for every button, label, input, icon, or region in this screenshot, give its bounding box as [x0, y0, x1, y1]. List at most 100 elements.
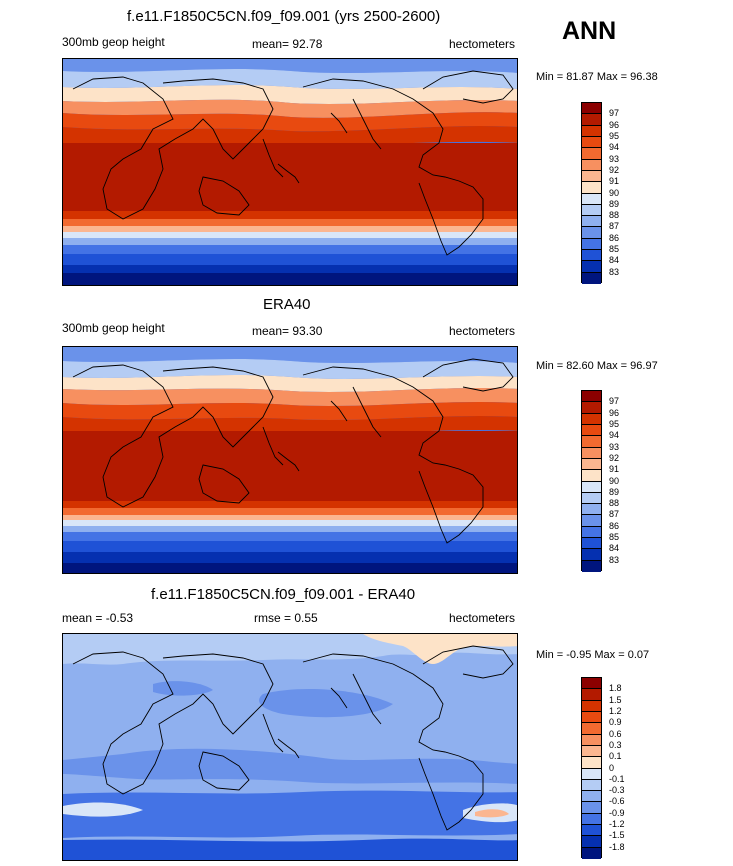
- panel2-colorbar-box: [582, 458, 601, 471]
- panel1-colorbar-tick-label: 97: [609, 108, 620, 119]
- panel3-colorbar-tick-label: 0.1: [609, 751, 622, 762]
- panel3-colorbar-box: [582, 847, 601, 859]
- panel3-colorbar-tick-label: 0.6: [609, 728, 622, 739]
- panel2-colorbar-box: [582, 560, 601, 572]
- panel1-colorbar-box: [582, 148, 601, 160]
- panel1-title: f.e11.F1850C5CN.f09_f09.001 (yrs 2500-26…: [127, 8, 441, 25]
- panel1-colorbar-box: [582, 182, 601, 194]
- panel1-colorbar-tick-label: 96: [609, 119, 620, 130]
- panel1-colorbar-tick-label: 93: [609, 153, 620, 164]
- panel1-colorbar-box: [582, 103, 601, 115]
- panel2-units-label: hectometers: [449, 324, 516, 338]
- panel2-colorbar-tick-label: 83: [609, 554, 620, 565]
- panel1-colorbar-box: [582, 272, 601, 284]
- panel2-colorbar-tick-label: 93: [609, 441, 620, 452]
- panel2-map: [62, 346, 518, 574]
- panel3-colorbar-box: [582, 779, 601, 792]
- panel3-colorbar-box: [582, 791, 601, 803]
- panel3-colorbar-tick-label: 0.9: [609, 717, 622, 728]
- panel3-colorbar-tick-label: -1.2: [609, 819, 625, 830]
- panel2-colorbar-box: [582, 470, 601, 482]
- panel3-colorbar-box: [582, 802, 601, 814]
- panel3-colorbar-box: [582, 711, 601, 724]
- panel2-colorbar-box: [582, 391, 601, 403]
- panel1-colorbar-tick-label: 89: [609, 198, 620, 209]
- panel1-colorbar-box: [582, 204, 601, 217]
- panel2-colorbar-box: [582, 526, 601, 539]
- panel1-colorbar-box: [582, 170, 601, 183]
- panel1-variable-label: 300mb geop height: [62, 35, 165, 49]
- panel3-colorbar-tick-label: 0.3: [609, 739, 622, 750]
- panel2-colorbar-tick-label: 92: [609, 452, 620, 463]
- panel1-mean-label: mean= 92.78: [252, 37, 323, 51]
- panel3-units-label: hectometers: [449, 611, 516, 625]
- panel1-colorbar-tick-label: 95: [609, 130, 620, 141]
- panel3-colorbar-tick-label: -0.1: [609, 773, 625, 784]
- panel2-colorbar-box: [582, 424, 601, 437]
- panel3-colorbar-tick-label: -0.6: [609, 796, 625, 807]
- panel1-colorbar-box: [582, 216, 601, 228]
- panel1-colorbar-tick-label: 84: [609, 255, 620, 266]
- panel2-colorbar-box: [582, 504, 601, 516]
- panel1-contour-field: [63, 59, 517, 285]
- panel3-colorbar-box: [582, 678, 601, 690]
- panel3-colorbar-box: [582, 757, 601, 769]
- panel1-map: [62, 58, 518, 286]
- panel3-colorbar-tick-label: 1.8: [609, 683, 622, 694]
- panel1-colorbar-box: [582, 193, 601, 205]
- panel2-contour-field: [63, 347, 517, 573]
- panel2-colorbar-box: [582, 538, 601, 550]
- panel3-colorbar-box: [582, 836, 601, 848]
- panel2-colorbar-tick-label: 97: [609, 396, 620, 407]
- panel1-colorbar-tick-label: 91: [609, 176, 620, 187]
- panel1-colorbar-box: [582, 125, 601, 137]
- panel3-colorbar-tick-label: 1.5: [609, 694, 622, 705]
- panel2-colorbar-tick-label: 85: [609, 532, 620, 543]
- panel3-colorbar-box: [582, 768, 601, 780]
- panel3-colorbar-box: [582, 700, 601, 712]
- panel1-colorbar-box: [582, 238, 601, 251]
- panel2-minmax-label: Min = 82.60 Max = 96.97: [536, 360, 658, 372]
- panel3-colorbar: [581, 677, 602, 859]
- panel2-colorbar-tick-label: 95: [609, 418, 620, 429]
- panel1-colorbar-box: [582, 261, 601, 273]
- panel1-colorbar-tick-label: 85: [609, 244, 620, 255]
- panel2-colorbar-tick-label: 91: [609, 464, 620, 475]
- panel3-colorbar-tick-label: -1.8: [609, 841, 625, 852]
- panel2-colorbar-box: [582, 436, 601, 448]
- panel3-contour-field: [63, 634, 517, 860]
- panel2-colorbar-tick-label: 84: [609, 543, 620, 554]
- panel3-mean-label: mean = -0.53: [62, 611, 134, 625]
- panel2-variable-label: 300mb geop height: [62, 321, 165, 335]
- panel2-colorbar: [581, 390, 602, 572]
- panel1-colorbar-tick-label: 87: [609, 221, 620, 232]
- panel3-colorbar-box: [582, 689, 601, 701]
- panel1-colorbar-tick-label: 83: [609, 266, 620, 277]
- panel3-colorbar-tick-label: -0.3: [609, 785, 625, 796]
- panel2-colorbar-box: [582, 492, 601, 505]
- panel1-minmax-label: Min = 81.87 Max = 96.38: [536, 71, 658, 83]
- panel1-colorbar-tick-label: 90: [609, 187, 620, 198]
- panel2-colorbar-tick-label: 87: [609, 509, 620, 520]
- panel3-title: f.e11.F1850C5CN.f09_f09.001 - ERA40: [151, 586, 416, 603]
- panel2-colorbar-box: [582, 481, 601, 493]
- panel2-colorbar-box: [582, 549, 601, 561]
- panel3-colorbar-box: [582, 734, 601, 746]
- panel1-colorbar-tick-label: 94: [609, 142, 620, 153]
- panel2-colorbar-box: [582, 413, 601, 425]
- panel2-colorbar-box: [582, 447, 601, 459]
- panel2-colorbar-tick-label: 96: [609, 407, 620, 418]
- panel2-colorbar-box: [582, 515, 601, 527]
- panel2-colorbar-tick-label: 94: [609, 430, 620, 441]
- panel1-colorbar: [581, 102, 602, 284]
- panel2-colorbar-box: [582, 402, 601, 414]
- panel2-colorbar-tick-label: 86: [609, 520, 620, 531]
- panel3-colorbar-tick-label: 0: [609, 762, 615, 773]
- panel2-colorbar-tick-label: 88: [609, 498, 620, 509]
- panel3-colorbar-tick-label: -0.9: [609, 807, 625, 818]
- season-label: ANN: [562, 17, 617, 45]
- panel2-colorbar-tick-label: 89: [609, 486, 620, 497]
- panel1-colorbar-box: [582, 136, 601, 149]
- panel3-colorbar-tick-label: -1.5: [609, 830, 625, 841]
- panel1-colorbar-box: [582, 227, 601, 239]
